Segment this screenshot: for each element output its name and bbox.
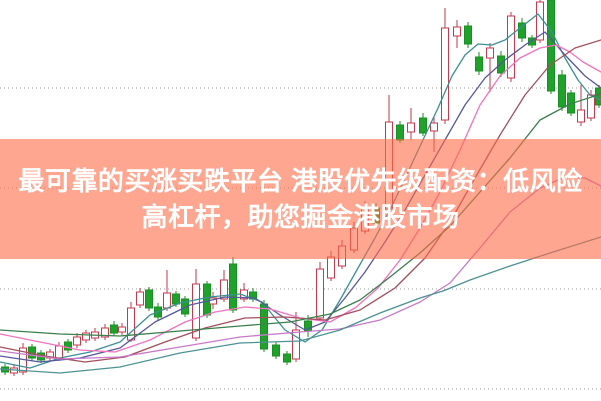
promo-text-line1: 最可靠的买涨买跌平台 港股优先级配资：低风险 xyxy=(18,166,583,196)
promo-text-line2: 高杠杆，助您掘金港股市场 xyxy=(141,202,460,232)
promo-banner: 最可靠的买涨买跌平台 港股优先级配资：低风险 高杠杆，助您掘金港股市场 xyxy=(0,139,601,259)
